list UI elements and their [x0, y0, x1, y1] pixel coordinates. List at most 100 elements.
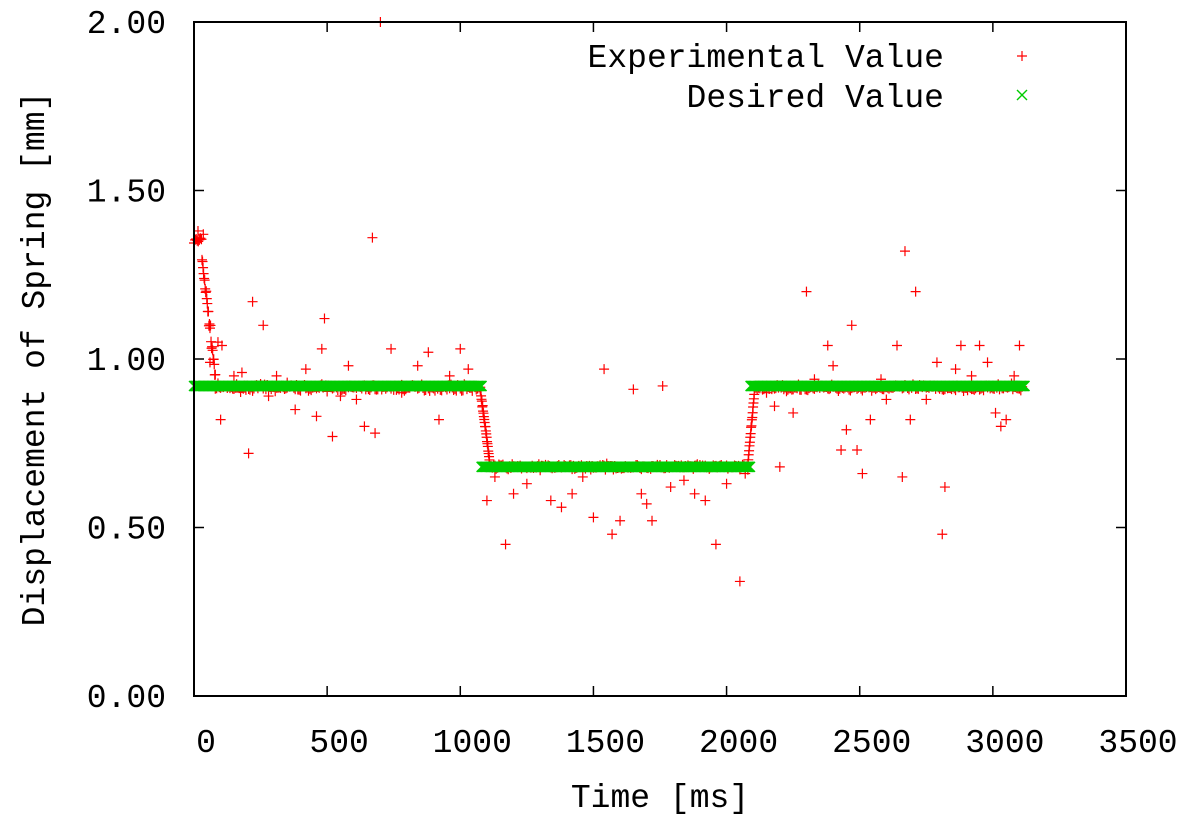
- experimental-point: [204, 357, 215, 368]
- experimental-point: [982, 357, 993, 368]
- legend-marker-cross: [1016, 89, 1028, 101]
- experimental-point: [199, 275, 210, 286]
- experimental-point: [210, 369, 221, 380]
- desired-point: [1019, 380, 1031, 392]
- y-tick-label: 0.00: [87, 680, 166, 717]
- experimental-point: [828, 360, 839, 371]
- experimental-point: [545, 495, 556, 506]
- experimental-point: [489, 471, 500, 482]
- experimental-point: [615, 515, 626, 526]
- experimental-point: [300, 364, 311, 375]
- experimental-point: [788, 407, 799, 418]
- experimental-point: [367, 232, 378, 243]
- experimental-point: [209, 359, 220, 370]
- experimental-point: [801, 286, 812, 297]
- experimental-point: [455, 343, 466, 354]
- experimental-point: [370, 428, 381, 439]
- experimental-point: [423, 347, 434, 358]
- experimental-point: [207, 345, 218, 356]
- x-tick-label: 1000: [433, 725, 512, 762]
- experimental-point: [290, 404, 301, 415]
- experimental-point: [316, 343, 327, 354]
- experimental-point: [433, 414, 444, 425]
- experimental-point: [852, 444, 863, 455]
- experimental-point: [974, 340, 985, 351]
- experimental-point: [203, 306, 214, 317]
- experimental-point: [243, 448, 254, 459]
- experimental-point: [599, 364, 610, 375]
- experimental-point: [897, 471, 908, 482]
- experimental-point: [359, 421, 370, 432]
- experimental-point: [995, 421, 1006, 432]
- experimental-point: [939, 482, 950, 493]
- experimental-point: [258, 320, 269, 331]
- experimental-point: [215, 414, 226, 425]
- experimental-point: [881, 394, 892, 405]
- experimental-point: [955, 340, 966, 351]
- experimental-point: [665, 482, 676, 493]
- experimental-point: [905, 414, 916, 425]
- y-tick-label: 0.50: [87, 512, 166, 549]
- y-axis-title: Displacement of Spring [mm]: [17, 92, 54, 627]
- experimental-point: [647, 515, 658, 526]
- y-tick-label: 1.00: [87, 343, 166, 380]
- experimental-point: [636, 488, 647, 499]
- experimental-point: [198, 229, 209, 240]
- experimental-point: [990, 407, 1001, 418]
- experimental-point: [678, 475, 689, 486]
- experimental-point: [412, 360, 423, 371]
- experimental-point: [865, 414, 876, 425]
- experimental-point: [899, 246, 910, 257]
- experimental-point: [271, 370, 282, 381]
- experimental-point: [1001, 414, 1012, 425]
- experimental-point: [567, 488, 578, 499]
- experimental-point: [228, 370, 239, 381]
- experimental-point: [508, 488, 519, 499]
- y-axis: 0.00 0.50 1.00 1.50 2.00: [87, 6, 1126, 717]
- experimental-point: [769, 401, 780, 412]
- legend-label-desired: Desired Value: [687, 80, 944, 117]
- experimental-point: [343, 360, 354, 371]
- experimental-point: [822, 340, 833, 351]
- x-tick-label: 2000: [699, 725, 778, 762]
- experimental-point: [1009, 370, 1020, 381]
- x-tick-label: 500: [309, 725, 368, 762]
- x-tick-label: 3000: [965, 725, 1044, 762]
- experimental-point: [721, 478, 732, 489]
- x-axis: 0 500 1000 1500 2000 2500 3000 3500: [193, 22, 1178, 762]
- experimental-point: [937, 529, 948, 540]
- x-axis-title: Time [ms]: [571, 780, 749, 816]
- experimental-point: [481, 495, 492, 506]
- experimental-point: [319, 313, 330, 324]
- experimental-point: [263, 391, 274, 402]
- desired-point: [744, 461, 756, 473]
- y-tick-label: 2.00: [87, 6, 166, 43]
- experimental-point: [891, 340, 902, 351]
- legend-marker-experimental: [1017, 51, 1027, 61]
- experimental-point: [588, 512, 599, 523]
- experimental-point: [311, 411, 322, 422]
- experimental-point: [205, 320, 216, 331]
- experimental-point: [247, 296, 258, 307]
- experimental-point: [500, 539, 511, 550]
- experimental-point: [628, 384, 639, 395]
- y-tick-label: 1.50: [87, 175, 166, 212]
- experimental-point: [966, 370, 977, 381]
- experimental-point: [216, 340, 227, 351]
- legend-marker-desired: [1016, 89, 1028, 101]
- experimental-point: [444, 370, 455, 381]
- experimental-point: [700, 495, 711, 506]
- experimental-point: [774, 461, 785, 472]
- experimental-point: [351, 394, 362, 405]
- experimental-point: [657, 380, 668, 391]
- experimental-point: [841, 424, 852, 435]
- x-tick-label: 3500: [1098, 725, 1177, 762]
- experimental-point: [921, 394, 932, 405]
- experimental-point: [1014, 340, 1025, 351]
- experimental-point: [386, 343, 397, 354]
- x-tick-label: 2500: [832, 725, 911, 762]
- x-tick-label: 0: [196, 725, 216, 762]
- experimental-point: [641, 498, 652, 509]
- experimental-point: [734, 576, 745, 587]
